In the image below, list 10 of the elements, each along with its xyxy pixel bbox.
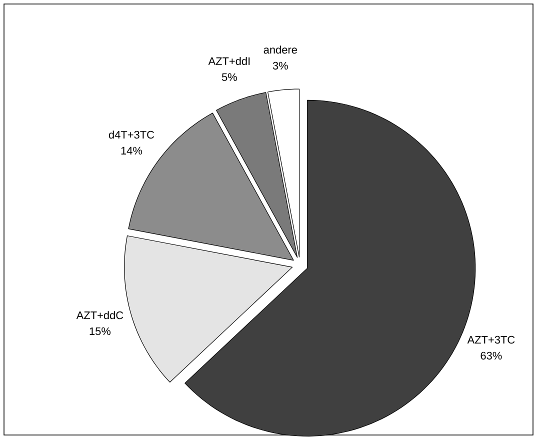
slice-label: andere: [264, 46, 297, 54]
data-label: 63%: [480, 352, 502, 360]
slice-label: AZT+ddC: [76, 311, 124, 320]
data-label: 14%: [121, 146, 142, 155]
data-label: 5%: [222, 73, 237, 81]
slice-label: AZT+ddI: [208, 57, 250, 66]
slice-label: d4T+3TC: [108, 130, 154, 139]
data-label: 15%: [90, 327, 111, 336]
data-label: 3%: [272, 62, 288, 70]
slice-label: AZT+3TC: [467, 336, 515, 344]
